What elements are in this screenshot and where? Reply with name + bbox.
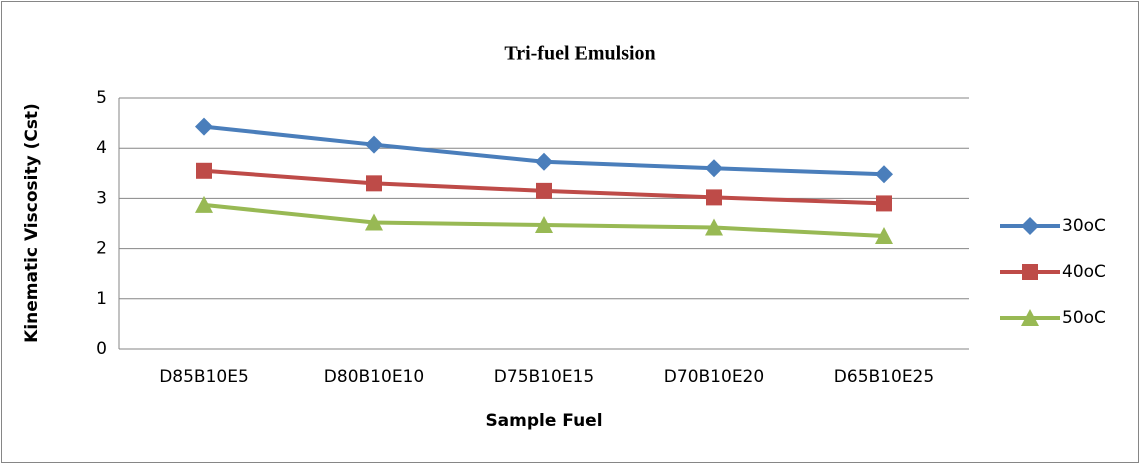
legend-label: 40oC — [1062, 262, 1106, 282]
y-axis-label: Kinematic Viscosity (Cst) — [22, 103, 42, 343]
y-tick-label: 0 — [96, 339, 107, 359]
data-point — [876, 195, 892, 212]
data-point — [195, 195, 213, 213]
data-point — [875, 165, 893, 184]
legend-label: 50oC — [1062, 308, 1106, 328]
data-point — [535, 216, 553, 234]
chart-title: Tri-fuel Emulsion — [504, 43, 655, 65]
y-tick-label: 1 — [96, 289, 107, 309]
data-point — [196, 162, 212, 179]
x-axis-label: Sample Fuel — [485, 411, 602, 431]
data-point — [705, 218, 723, 236]
legend-marker — [1021, 217, 1039, 235]
x-tick-label: D65B10E25 — [834, 367, 934, 387]
x-tick-label: D75B10E15 — [494, 367, 594, 387]
data-point — [705, 159, 723, 178]
y-tick-label: 2 — [96, 239, 107, 259]
data-point — [195, 117, 213, 136]
y-tick-label: 3 — [96, 188, 107, 208]
data-point — [366, 175, 382, 192]
x-tick-label: D80B10E10 — [324, 367, 424, 387]
data-point — [365, 213, 383, 231]
data-point — [365, 135, 383, 154]
data-point — [535, 152, 553, 171]
data-point — [536, 182, 552, 199]
legend-label: 30oC — [1062, 216, 1106, 236]
y-tick-label: 5 — [96, 88, 107, 108]
x-tick-label: D70B10E20 — [664, 367, 764, 387]
legend-marker — [1022, 264, 1038, 280]
data-point — [706, 189, 722, 206]
data-point — [875, 227, 893, 245]
legend-marker — [1021, 309, 1039, 326]
x-tick-label: D85B10E5 — [159, 367, 249, 387]
y-tick-label: 4 — [96, 138, 107, 158]
